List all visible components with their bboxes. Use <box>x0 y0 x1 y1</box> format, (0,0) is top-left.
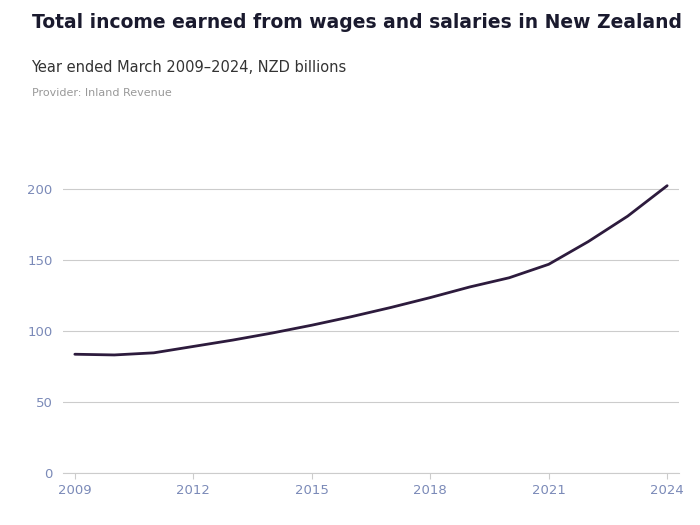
Text: figure.nz: figure.nz <box>580 13 656 27</box>
Text: Year ended March 2009–2024, NZD billions: Year ended March 2009–2024, NZD billions <box>32 60 346 76</box>
Text: Provider: Inland Revenue: Provider: Inland Revenue <box>32 88 172 98</box>
Text: Total income earned from wages and salaries in New Zealand: Total income earned from wages and salar… <box>32 13 682 32</box>
